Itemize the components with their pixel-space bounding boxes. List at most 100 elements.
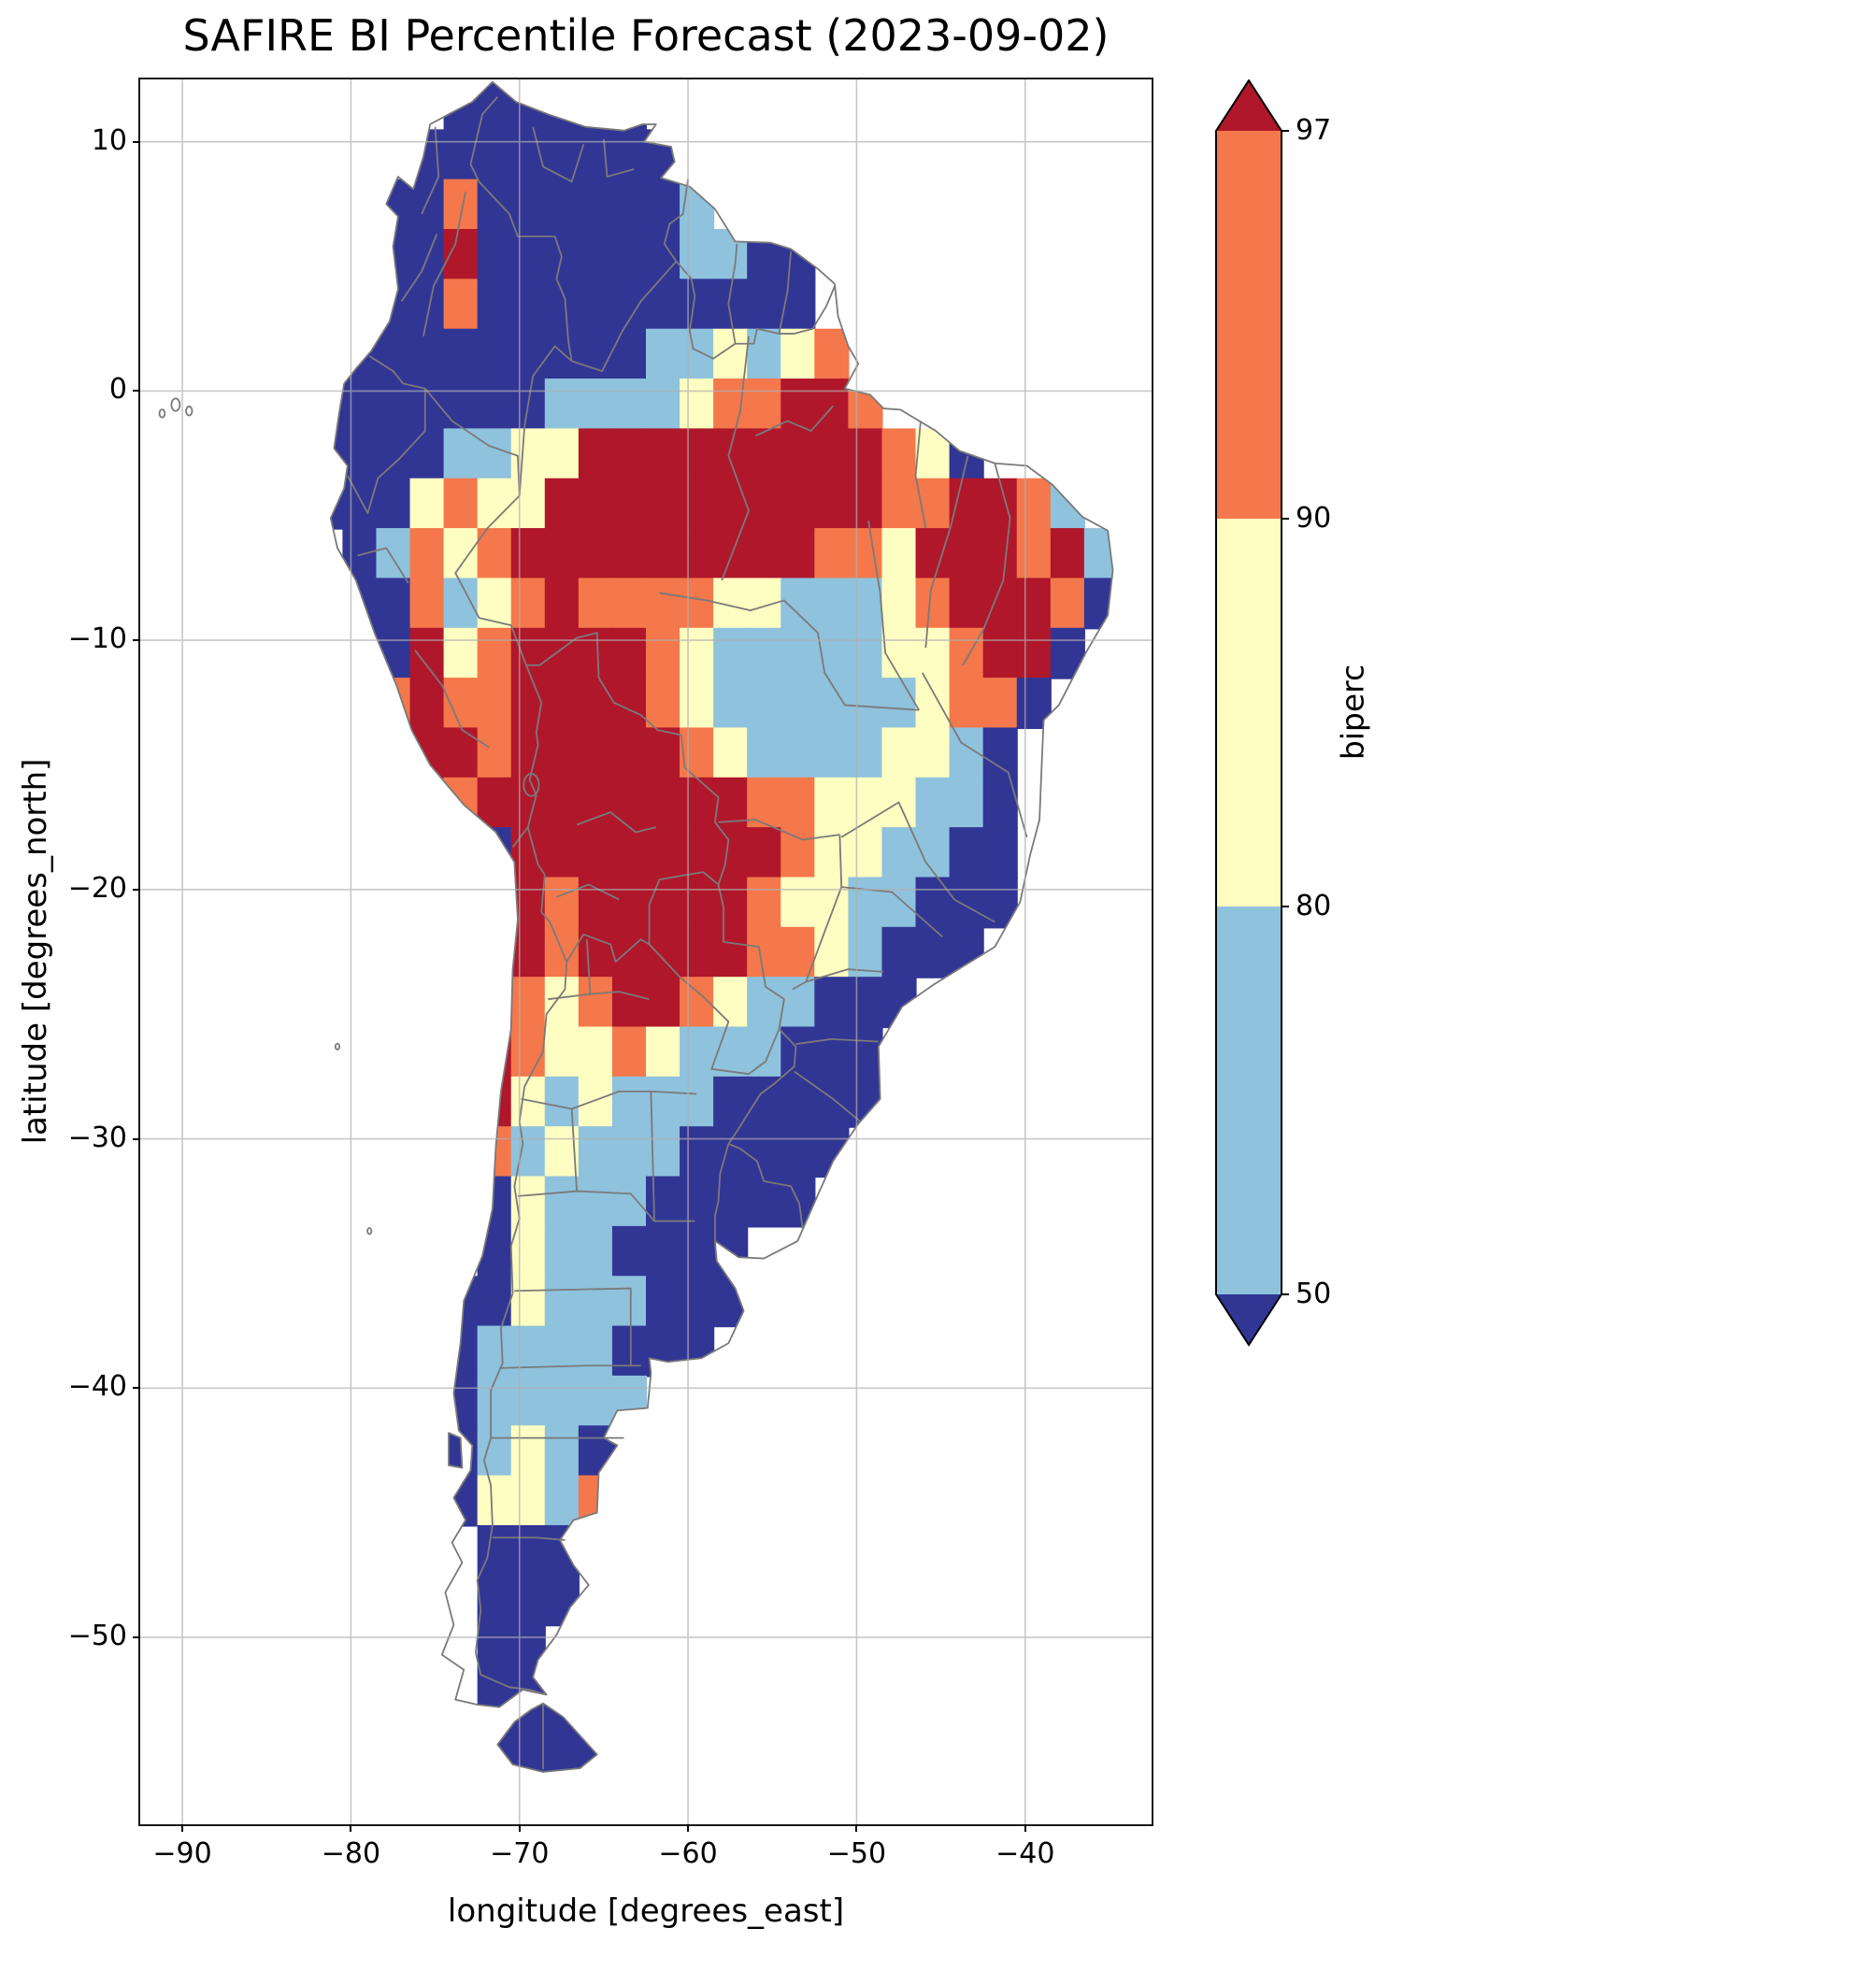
raster-cell	[713, 1076, 749, 1128]
raster-cell	[646, 727, 681, 779]
raster-cell	[376, 528, 411, 580]
raster-cell	[848, 627, 883, 679]
raster-cell	[611, 627, 648, 679]
raster-cell	[544, 129, 580, 181]
admin-border	[916, 421, 926, 528]
raster-cell	[611, 678, 648, 730]
admin-border	[577, 812, 656, 832]
raster-cell	[611, 977, 648, 1029]
raster-cell	[510, 1276, 546, 1328]
raster-cell	[680, 678, 715, 730]
admin-border	[719, 820, 840, 839]
raster-cell	[510, 229, 546, 280]
island-outline	[160, 409, 165, 418]
raster-cell	[477, 1076, 512, 1128]
admin-border	[513, 827, 528, 847]
raster-cell	[578, 1425, 614, 1478]
admin-border	[659, 593, 844, 705]
raster-cell	[646, 777, 681, 829]
raster-cell	[747, 877, 782, 929]
raster-cell	[578, 1325, 614, 1378]
raster-cell	[611, 926, 648, 978]
raster-cell	[848, 977, 883, 1029]
raster-cell	[611, 1375, 648, 1427]
raster-cell	[646, 877, 681, 929]
raster-cell	[544, 428, 580, 480]
raster-cell	[510, 1524, 546, 1577]
raster-cell	[646, 129, 681, 181]
raster-cell	[443, 1375, 479, 1427]
raster-cell	[848, 727, 883, 779]
raster-cell	[409, 179, 445, 231]
raster-cell	[544, 1176, 580, 1228]
raster-cell	[611, 1325, 648, 1378]
raster-cell	[510, 1425, 546, 1478]
raster-cell	[747, 1076, 782, 1128]
colorbar-tick	[1282, 906, 1289, 907]
raster-cell	[376, 678, 411, 730]
raster-cell	[848, 1026, 883, 1078]
raster-cell	[747, 627, 782, 679]
raster-cell	[713, 926, 749, 978]
raster-cell	[477, 827, 512, 879]
raster-cell	[680, 378, 715, 431]
raster-cell	[814, 877, 850, 929]
chart-title: SAFIRE BI Percentile Forecast (2023-09-0…	[182, 10, 1110, 61]
raster-cell	[544, 678, 580, 730]
admin-border	[423, 192, 465, 336]
raster-cell	[443, 428, 479, 480]
raster-cell	[544, 1026, 580, 1078]
raster-cell	[646, 478, 681, 530]
colorbar-extend-over	[1216, 80, 1282, 131]
raster-cell	[780, 1076, 816, 1128]
raster-cell	[544, 1076, 580, 1128]
raster-cell	[747, 727, 782, 779]
raster-cell	[680, 1225, 715, 1278]
raster-cell	[443, 678, 479, 730]
raster-cell	[510, 1225, 546, 1278]
raster-cell	[848, 877, 883, 929]
raster-cell	[982, 827, 1018, 879]
raster-cell	[578, 1026, 614, 1078]
raster-cell	[1083, 528, 1113, 580]
raster-cell	[713, 229, 749, 280]
admin-border	[514, 1289, 630, 1366]
raster-cell	[1050, 578, 1085, 630]
admin-border	[719, 884, 784, 1029]
admin-border	[415, 650, 489, 748]
admin-border	[470, 97, 571, 362]
raster-cell	[1016, 578, 1052, 630]
raster-cell	[544, 1425, 580, 1478]
raster-cell	[949, 777, 984, 829]
raster-cell	[477, 777, 512, 829]
raster-cell	[342, 378, 378, 431]
raster-cell	[510, 1375, 546, 1427]
raster-cell	[881, 478, 917, 530]
raster-cell	[510, 777, 546, 829]
raster-cell	[881, 926, 917, 978]
admin-border	[493, 1537, 566, 1540]
raster-cell	[814, 727, 850, 779]
raster-cell	[646, 578, 681, 630]
raster-cell	[982, 678, 1018, 730]
raster-cell	[443, 229, 479, 280]
raster-cell	[477, 1674, 512, 1726]
raster-cell	[544, 827, 580, 879]
y-tick	[133, 888, 140, 891]
plot-area	[140, 79, 1152, 1824]
raster-cell	[747, 926, 782, 978]
raster-cell	[881, 827, 917, 879]
raster-cell	[915, 777, 951, 829]
raster-cell	[578, 129, 614, 181]
raster-cell	[680, 727, 715, 779]
raster-cell	[544, 1225, 580, 1278]
colorbar-tick-label: 80	[1296, 890, 1332, 922]
raster-cell	[1016, 678, 1052, 730]
raster-cell	[646, 827, 681, 879]
raster-cell	[578, 727, 614, 779]
raster-cell	[611, 328, 648, 380]
raster-cell	[510, 1624, 546, 1677]
admin-border	[358, 548, 408, 582]
raster-cell	[477, 1325, 512, 1378]
